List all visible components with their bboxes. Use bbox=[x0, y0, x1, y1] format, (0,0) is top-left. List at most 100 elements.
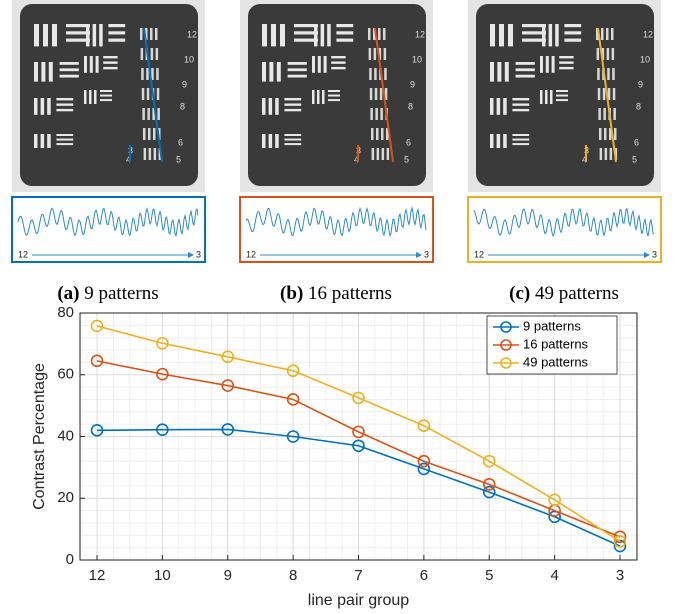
target-bar bbox=[103, 61, 118, 64]
caption: (a) 9 patterns bbox=[57, 283, 158, 304]
target-bar bbox=[284, 134, 302, 136]
target-bar bbox=[604, 128, 607, 140]
target-bar bbox=[294, 24, 318, 28]
legend-marker bbox=[500, 339, 512, 351]
target-bar bbox=[512, 108, 530, 112]
target-bar bbox=[376, 128, 379, 140]
image-label: 4 bbox=[354, 154, 359, 164]
target-bar bbox=[328, 90, 340, 92]
target-bar bbox=[280, 24, 285, 47]
target-bar bbox=[287, 68, 307, 72]
target-bar bbox=[317, 56, 321, 73]
target-bar bbox=[609, 148, 613, 160]
target-bar bbox=[378, 28, 381, 40]
target-bar bbox=[375, 108, 378, 120]
target-bar bbox=[287, 74, 307, 78]
target-bar bbox=[597, 68, 600, 80]
target-bar bbox=[275, 134, 279, 148]
target-bar bbox=[504, 62, 509, 82]
profile-curve bbox=[473, 207, 655, 238]
target-bar bbox=[522, 31, 546, 35]
marker bbox=[90, 319, 104, 333]
target-bar bbox=[374, 88, 378, 100]
caption-text: 16 patterns bbox=[308, 283, 392, 304]
target-bar bbox=[522, 24, 546, 28]
target-bar bbox=[34, 24, 39, 47]
target-bar bbox=[94, 90, 97, 104]
target-bar bbox=[284, 108, 302, 112]
target-bar bbox=[548, 24, 553, 47]
target-bar bbox=[156, 68, 159, 80]
target-bar bbox=[56, 98, 74, 101]
target-bar bbox=[604, 148, 608, 160]
target-bar bbox=[503, 98, 507, 115]
target-bar bbox=[540, 90, 543, 104]
target-bar bbox=[336, 24, 354, 28]
x-tick-label: 10 bbox=[154, 567, 171, 584]
target-bar bbox=[564, 24, 582, 28]
image-label: 4 bbox=[582, 154, 587, 164]
target-bar bbox=[555, 24, 559, 47]
image-label: 4 bbox=[126, 154, 131, 164]
series-line bbox=[96, 428, 621, 547]
marker bbox=[482, 485, 496, 499]
target-bar bbox=[607, 68, 610, 80]
target-bar bbox=[284, 143, 302, 146]
target-bar bbox=[601, 48, 605, 60]
marker bbox=[286, 430, 300, 443]
target-bar bbox=[331, 61, 346, 64]
target-bar bbox=[564, 31, 582, 35]
target-bar bbox=[384, 88, 388, 100]
marker bbox=[352, 439, 365, 453]
target-bar bbox=[512, 98, 530, 101]
target-bar bbox=[336, 31, 354, 35]
target-bar bbox=[41, 62, 46, 82]
x-tick-label: 8 bbox=[289, 567, 297, 584]
target-bar bbox=[268, 98, 273, 115]
image-label: 12 bbox=[415, 29, 425, 39]
target-bar bbox=[262, 134, 266, 148]
profile-line bbox=[143, 27, 163, 163]
y-tick-label: 60 bbox=[57, 366, 74, 383]
target-bar bbox=[611, 48, 615, 60]
target-bar bbox=[373, 28, 376, 40]
marker bbox=[156, 423, 169, 437]
target-bar bbox=[142, 108, 145, 120]
caption-label: (c) bbox=[509, 283, 530, 304]
profile-start: 12 bbox=[18, 249, 28, 259]
target-bar bbox=[47, 98, 51, 115]
target-bar bbox=[262, 98, 266, 115]
target-bar bbox=[103, 56, 118, 59]
target-bar bbox=[550, 90, 553, 104]
target-bar bbox=[284, 103, 302, 106]
target-bar bbox=[262, 24, 267, 47]
target-bar bbox=[611, 28, 614, 40]
target-bar bbox=[153, 128, 156, 140]
profile-end: 3 bbox=[196, 249, 201, 259]
marker bbox=[90, 424, 104, 437]
legend-marker bbox=[500, 321, 512, 333]
x-tick-label: 9 bbox=[224, 567, 232, 584]
image-label: 8 bbox=[636, 101, 641, 111]
target-bar bbox=[47, 134, 51, 148]
target-bar bbox=[320, 24, 325, 47]
target-bar bbox=[151, 68, 154, 80]
target-bar bbox=[152, 108, 155, 120]
target-bar bbox=[490, 134, 494, 148]
image-label: 9 bbox=[182, 79, 187, 89]
target-bar bbox=[602, 88, 606, 100]
target-bar bbox=[490, 98, 494, 115]
image-label: 9 bbox=[410, 79, 415, 89]
target-bar bbox=[606, 48, 610, 60]
image-label: 6 bbox=[178, 137, 183, 147]
x-axis-label: line pair group bbox=[308, 592, 410, 609]
target-bar bbox=[490, 24, 495, 47]
target-bar bbox=[56, 103, 74, 106]
target-bar bbox=[512, 134, 530, 136]
marker bbox=[221, 379, 235, 392]
target-bar bbox=[43, 24, 48, 47]
target-bar bbox=[515, 74, 535, 78]
target-bar bbox=[609, 128, 612, 140]
target-bar bbox=[84, 90, 87, 104]
target-bar bbox=[108, 38, 126, 42]
